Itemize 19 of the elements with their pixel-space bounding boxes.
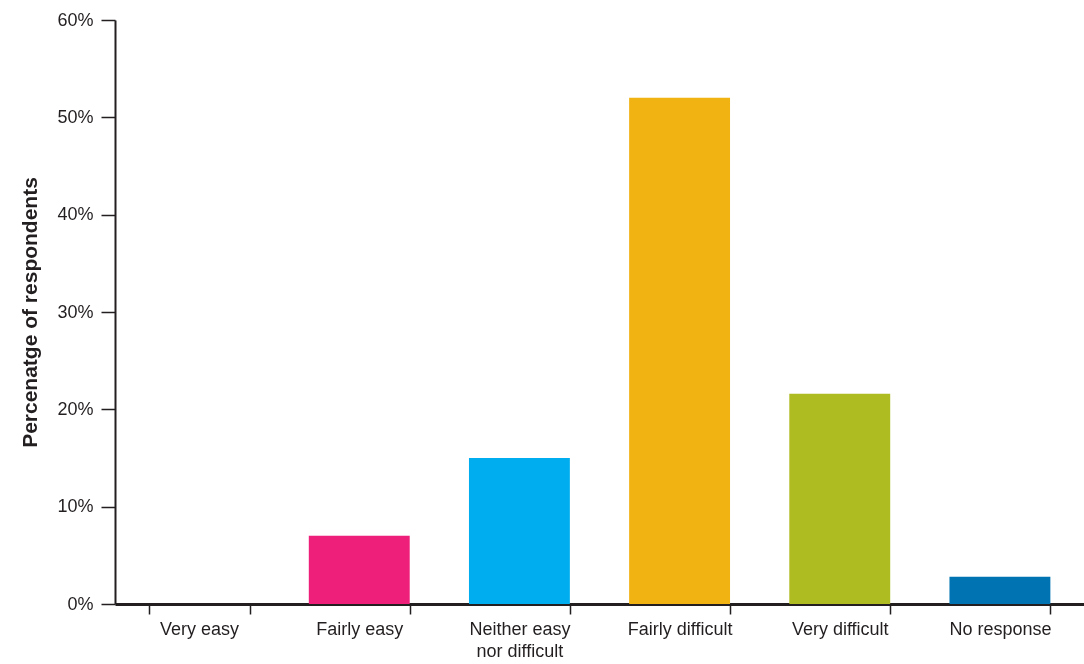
y-tick-label: 30% <box>57 301 94 322</box>
bar <box>629 97 731 604</box>
bar <box>949 576 1051 604</box>
bar <box>308 535 410 604</box>
x-tick-label: Neither easy nor difficult <box>469 618 571 661</box>
bar <box>789 393 891 604</box>
y-tick-label: 0% <box>67 593 94 614</box>
x-tick-label: Very difficult <box>791 618 889 639</box>
y-tick-label: 20% <box>57 398 94 419</box>
y-tick-label: 10% <box>57 496 94 517</box>
y-tick-label: 40% <box>57 204 94 225</box>
x-tick-label: Fairly easy <box>316 618 404 639</box>
y-axis-title: Percenatge of respondents <box>18 177 42 448</box>
y-tick-label: 60% <box>57 9 94 30</box>
x-tick-label: No response <box>949 618 1052 639</box>
bar <box>468 458 570 604</box>
x-tick-label: Fairly difficult <box>627 618 733 639</box>
x-tick-label: Very easy <box>160 618 240 639</box>
y-tick-label: 50% <box>57 106 94 127</box>
